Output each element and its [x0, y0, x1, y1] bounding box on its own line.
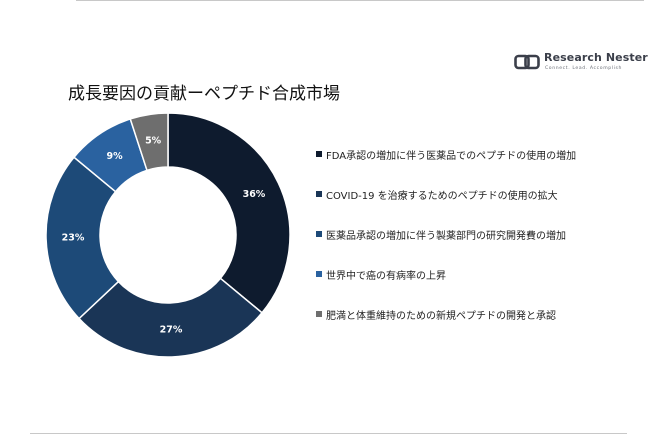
research-nester-logo-icon: [514, 54, 540, 70]
chart-legend: FDA承認の増加に伴う医薬品でのペプチドの使用の増加 COVID-19 を治療する…: [316, 146, 646, 346]
bottom-divider: [30, 433, 627, 434]
legend-swatch-3: [316, 231, 322, 237]
legend-item-1: FDA承認の増加に伴う医薬品でのペプチドの使用の増加: [316, 146, 646, 162]
legend-label-5: 肥満と体重維持のための新規ペプチドの開発と承認: [326, 310, 556, 322]
brand-logo: Research Nester Connect. Lead. Accomplis…: [514, 51, 648, 75]
legend-label-4: 世界中で癌の有病率の上昇: [326, 270, 446, 282]
legend-item-4: 世界中で癌の有病率の上昇: [316, 266, 646, 282]
donut-slice-1: [167, 112, 291, 314]
donut-slice-3: [45, 156, 120, 320]
legend-item-5: 肥満と体重維持のための新規ペプチドの開発と承認: [316, 306, 646, 322]
donut-slice-label-3: 23%: [62, 232, 85, 243]
donut-slice-label-5: 5%: [145, 136, 162, 147]
donut-slice-label-4: 9%: [107, 151, 124, 162]
legend-swatch-2: [316, 191, 322, 197]
legend-swatch-4: [316, 271, 322, 277]
legend-swatch-1: [316, 151, 322, 157]
legend-item-2: COVID-19 を治療するためのペプチドの使用の拡大: [316, 186, 646, 202]
donut-slices: [45, 112, 291, 358]
chart-title: 成長要因の貢献ーペプチド合成市場: [68, 84, 340, 104]
donut-slice-label-2: 27%: [160, 324, 183, 335]
donut-slice-2: [78, 277, 264, 358]
donut-slice-label-1: 36%: [243, 189, 266, 200]
legend-label-1: FDA承認の増加に伴う医薬品でのペプチドの使用の増加: [326, 150, 577, 162]
donut-slice-5: [129, 112, 169, 172]
legend-label-2: COVID-19 を治療するためのペプチドの使用の拡大: [326, 190, 558, 202]
legend-item-3: 医薬品承認の増加に伴う製薬部門の研究開発費の増加: [316, 226, 646, 242]
donut-labels: 36% 27% 23% 9% 5%: [62, 136, 266, 336]
legend-swatch-5: [316, 311, 322, 317]
top-divider: [76, 0, 644, 1]
brand-tagline: Connect. Lead. Accomplish: [545, 66, 623, 71]
legend-label-3: 医薬品承認の増加に伴う製薬部門の研究開発費の増加: [326, 230, 566, 242]
brand-name: Research Nester: [544, 51, 648, 64]
